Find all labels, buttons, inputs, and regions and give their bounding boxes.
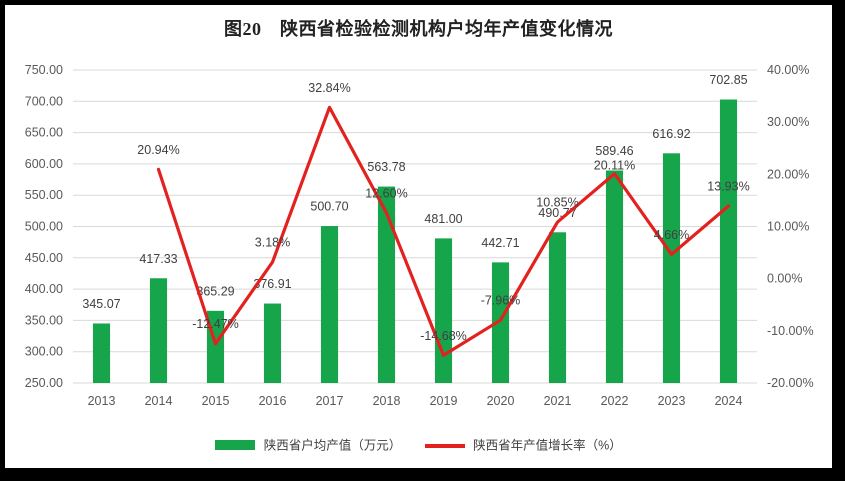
svg-text:700.00: 700.00 xyxy=(25,94,63,108)
svg-text:500.00: 500.00 xyxy=(25,220,63,234)
svg-text:2019: 2019 xyxy=(430,394,458,408)
svg-text:40.00%: 40.00% xyxy=(767,63,809,77)
svg-text:365.29: 365.29 xyxy=(196,284,234,298)
svg-text:10.00%: 10.00% xyxy=(767,220,809,234)
svg-text:500.70: 500.70 xyxy=(310,200,348,214)
svg-text:481.00: 481.00 xyxy=(424,212,462,226)
svg-text:13.93%: 13.93% xyxy=(707,180,749,194)
svg-text:2018: 2018 xyxy=(373,394,401,408)
svg-text:2021: 2021 xyxy=(544,394,572,408)
svg-text:600.00: 600.00 xyxy=(25,157,63,171)
svg-text:2017: 2017 xyxy=(316,394,344,408)
svg-text:2020: 2020 xyxy=(487,394,515,408)
svg-text:-20.00%: -20.00% xyxy=(767,376,814,390)
svg-text:2013: 2013 xyxy=(88,394,116,408)
svg-text:550.00: 550.00 xyxy=(25,188,63,202)
svg-text:3.18%: 3.18% xyxy=(255,236,290,250)
svg-text:-14.68%: -14.68% xyxy=(420,329,467,343)
svg-text:345.07: 345.07 xyxy=(82,297,120,311)
svg-text:-12.47%: -12.47% xyxy=(192,317,239,331)
svg-text:300.00: 300.00 xyxy=(25,345,63,359)
svg-text:250.00: 250.00 xyxy=(25,376,63,390)
svg-text:20.94%: 20.94% xyxy=(137,143,179,157)
svg-text:20.00%: 20.00% xyxy=(767,167,809,181)
svg-text:30.00%: 30.00% xyxy=(767,115,809,129)
svg-text:616.92: 616.92 xyxy=(652,127,690,141)
svg-text:0.00%: 0.00% xyxy=(767,272,802,286)
svg-text:450.00: 450.00 xyxy=(25,251,63,265)
svg-text:2015: 2015 xyxy=(202,394,230,408)
svg-text:442.71: 442.71 xyxy=(481,236,519,250)
svg-text:32.84%: 32.84% xyxy=(308,81,350,95)
svg-text:400.00: 400.00 xyxy=(25,282,63,296)
svg-text:2023: 2023 xyxy=(658,394,686,408)
svg-text:563.78: 563.78 xyxy=(367,160,405,174)
svg-text:650.00: 650.00 xyxy=(25,126,63,140)
svg-text:-7.96%: -7.96% xyxy=(481,294,521,308)
svg-text:417.33: 417.33 xyxy=(139,252,177,266)
svg-text:-10.00%: -10.00% xyxy=(767,324,814,338)
svg-text:20.11%: 20.11% xyxy=(594,158,635,172)
svg-text:12.60%: 12.60% xyxy=(365,186,407,200)
svg-text:2024: 2024 xyxy=(715,394,743,408)
svg-text:10.85%: 10.85% xyxy=(536,196,578,210)
svg-text:2022: 2022 xyxy=(601,394,629,408)
svg-text:750.00: 750.00 xyxy=(25,63,63,77)
svg-text:2016: 2016 xyxy=(259,394,287,408)
svg-text:589.46: 589.46 xyxy=(595,144,633,158)
svg-text:702.85: 702.85 xyxy=(709,73,747,87)
svg-text:350.00: 350.00 xyxy=(25,313,63,327)
svg-text:2014: 2014 xyxy=(145,394,173,408)
svg-text:4.66%: 4.66% xyxy=(654,228,689,242)
